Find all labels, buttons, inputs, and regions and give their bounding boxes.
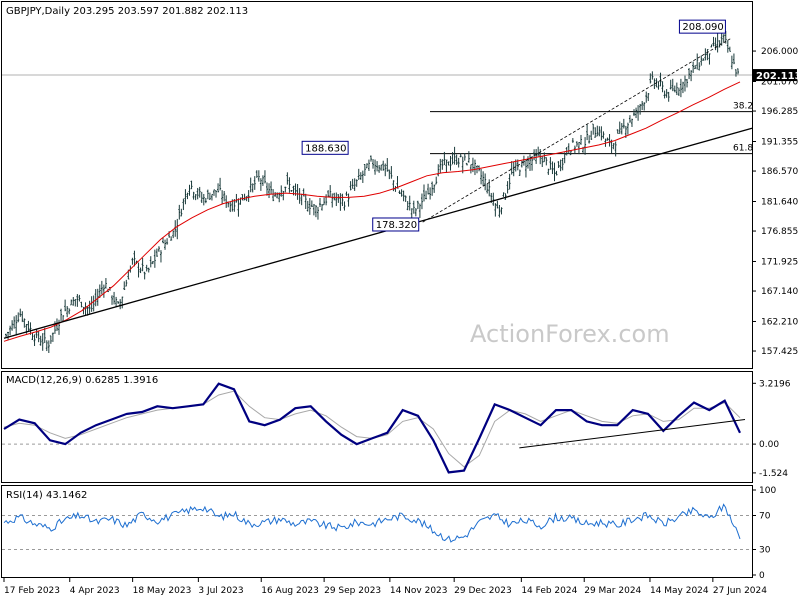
price-tick-label: 162.210 (761, 317, 798, 327)
date-tick-label: 14 May 2024 (650, 586, 709, 596)
fib-382-label: 38.2 (733, 102, 753, 112)
macd-label: MACD(12,26,9) 0.6285 1.3916 (6, 375, 158, 386)
date-tick-label: 18 May 2023 (133, 586, 192, 596)
macd-trendline (519, 419, 746, 449)
rsi-panel-frame (1, 485, 753, 578)
date-tick-label: 17 Feb 2023 (4, 586, 60, 596)
price-axis: 206.000 201.070 196.285 191.355 186.570 181.6… (752, 47, 798, 357)
price-tick-label: 206.000 (761, 47, 798, 57)
rsi-tick-label: 0 (759, 571, 765, 581)
price-tick-label: 186.570 (761, 167, 798, 177)
price-tick-label: 171.925 (761, 257, 798, 267)
annotation-high: 208.090 (678, 19, 726, 34)
rsi-tick-label: 100 (759, 486, 776, 496)
macd-axis: 3.2196 0.00 -1.524 (752, 379, 791, 479)
price-tick-label: 201.070 (761, 77, 798, 87)
date-tick-label: 4 Apr 2023 (70, 586, 120, 596)
date-tick-label: 27 Jun 2024 (713, 586, 767, 596)
date-tick-label: 14 Nov 2023 (390, 586, 448, 596)
current-price-box (753, 69, 797, 82)
date-tick-label: 14 Feb 2024 (521, 586, 577, 596)
date-axis: 17 Feb 2023 4 Apr 2023 18 May 2023 3 Jul 20… (3, 578, 767, 596)
fib-618-label: 61.8 (733, 144, 753, 154)
price-tick-label: 181.640 (761, 197, 798, 207)
date-tick-label: 3 Jul 2023 (198, 586, 243, 596)
rsi-tick-label: 30 (759, 546, 771, 556)
macd-tick-label: 3.2196 (759, 379, 791, 389)
current-price-label: 202.113 (756, 71, 800, 82)
rsi-axis: 100 70 30 0 (752, 486, 776, 581)
svg-text:188.630: 188.630 (305, 143, 346, 154)
macd-panel-frame (1, 371, 753, 483)
date-tick-label: 29 Mar 2024 (584, 586, 641, 596)
price-panel-frame (1, 1, 753, 369)
annotation-swing-high: 188.630 (301, 140, 349, 155)
svg-text:208.090: 208.090 (682, 22, 723, 33)
symbol-header: GBPJPY,Daily 203.295 203.597 201.882 202… (6, 6, 248, 17)
price-tick-label: 176.855 (761, 227, 798, 237)
price-tick-label: 191.355 (761, 137, 798, 147)
svg-text:178.320: 178.320 (376, 220, 417, 231)
annotation-swing-low: 178.320 (372, 217, 420, 232)
macd-main-line (3, 382, 741, 474)
price-tick-label: 196.285 (761, 107, 798, 117)
macd-tick-label: 0.00 (759, 440, 779, 450)
macd-tick-label: -1.524 (759, 469, 788, 479)
watermark: ActionForex.com (470, 320, 670, 348)
date-tick-label: 29 Dec 2023 (454, 586, 512, 596)
price-tick-label: 167.140 (761, 287, 798, 297)
date-tick-label: 29 Sep 2023 (324, 586, 381, 596)
rsi-tick-label: 70 (759, 512, 771, 522)
date-tick-label: 16 Aug 2023 (261, 586, 319, 596)
rsi-line (3, 503, 741, 543)
moving-average-line (3, 81, 741, 342)
long-term-trendline (3, 127, 753, 339)
rsi-label: RSI(14) 43.1462 (6, 490, 87, 501)
price-tick-label: 157.425 (761, 347, 798, 357)
